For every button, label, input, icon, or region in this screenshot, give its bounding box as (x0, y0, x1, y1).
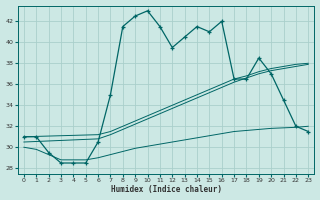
X-axis label: Humidex (Indice chaleur): Humidex (Indice chaleur) (111, 185, 221, 194)
